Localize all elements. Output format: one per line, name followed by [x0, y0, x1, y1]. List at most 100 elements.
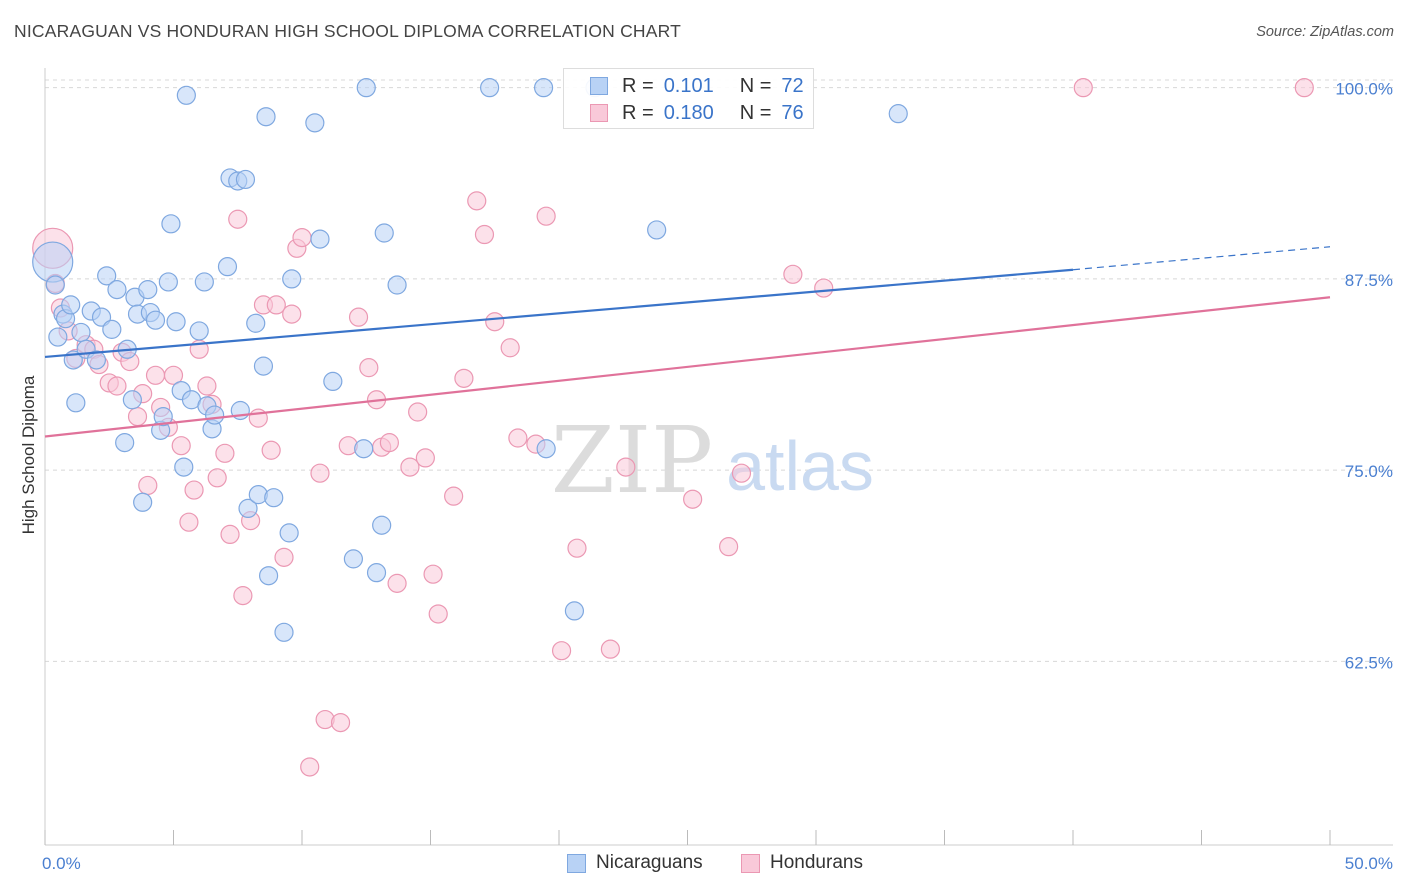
- honduran-point: [567, 538, 587, 558]
- honduran-point: [444, 486, 464, 506]
- honduran-point: [338, 436, 358, 456]
- nicaraguans-trend-line: [44, 268, 1074, 359]
- nicaraguan-point: [888, 104, 908, 124]
- nicaraguan-point: [48, 327, 68, 347]
- nicaraguan-point: [248, 485, 268, 505]
- n-label: N =: [739, 74, 772, 97]
- nicaraguan-point: [374, 223, 394, 243]
- nicaraguan-point: [282, 269, 302, 289]
- nicaraguan-point: [115, 433, 135, 453]
- honduran-point: [171, 436, 191, 456]
- nicaraguan-point: [153, 407, 173, 427]
- honduran-point: [600, 639, 621, 659]
- stats-legend: R = 0.101 N = 72 R = 0.180 N = 76: [563, 68, 814, 129]
- nicaraguans-points: [32, 78, 908, 642]
- honduran-point: [266, 295, 286, 315]
- honduran-point: [179, 512, 199, 532]
- chart-title: NICARAGUAN VS HONDURAN HIGH SCHOOL DIPLO…: [14, 21, 682, 41]
- nicaraguan-point: [256, 107, 276, 127]
- nicaraguan-point: [235, 169, 256, 190]
- honduran-point: [616, 457, 636, 477]
- nicaraguan-point: [189, 321, 209, 341]
- honduran-point: [359, 358, 379, 378]
- honduran-point: [300, 757, 320, 777]
- trend-lines: [44, 246, 1331, 438]
- nicaraguan-point: [323, 371, 343, 392]
- honduran-point: [1073, 78, 1093, 98]
- nicaraguan-point: [564, 601, 585, 621]
- n-label: N =: [739, 101, 772, 124]
- nicaraguans-r-value: 0.101: [663, 74, 714, 97]
- tick-labels: 62.5% 75.0% 87.5% 100.0% 0.0% 50.0%: [42, 80, 1393, 873]
- hondurans-trend-line: [44, 296, 1331, 438]
- honduran-point: [408, 402, 428, 422]
- nicaraguan-point: [238, 498, 258, 518]
- nicaraguan-point: [480, 78, 500, 98]
- honduran-point: [379, 433, 399, 453]
- legend-row-hondurans: R = 0.180 N = 76: [622, 101, 804, 125]
- honduran-point: [400, 457, 420, 477]
- honduran-point: [731, 463, 752, 483]
- nicaraguan-point: [45, 275, 65, 295]
- hondurans-swatch: [590, 104, 608, 122]
- nicaraguan-point: [366, 563, 387, 583]
- honduran-point: [215, 443, 235, 463]
- nicaraguans-n-value: 72: [781, 74, 804, 97]
- hondurans-legend-swatch: [741, 853, 760, 873]
- nicaraguan-point: [310, 229, 330, 249]
- honduran-point: [207, 468, 227, 488]
- honduran-point: [233, 586, 253, 606]
- nicaraguan-point: [133, 492, 153, 512]
- honduran-point: [467, 191, 487, 211]
- honduran-point: [282, 304, 302, 324]
- honduran-point: [330, 712, 351, 733]
- honduran-point: [315, 709, 335, 730]
- nicaraguan-point: [356, 78, 376, 98]
- nicaraguan-point: [158, 272, 178, 292]
- nicaraguan-point: [264, 488, 284, 508]
- nicaraguan-point: [102, 319, 122, 339]
- x-tick-label: 50.0%: [1345, 854, 1393, 873]
- honduran-point: [423, 564, 443, 584]
- nicaraguan-point: [246, 313, 266, 333]
- honduran-point: [508, 428, 528, 448]
- honduran-point: [719, 537, 739, 557]
- honduran-point: [428, 604, 448, 624]
- y-tick-label: 87.5%: [1345, 271, 1393, 290]
- y-axis-title: High School Diploma: [19, 375, 38, 534]
- y-tick-label: 62.5%: [1345, 653, 1393, 672]
- watermark-atlas: atlas: [726, 427, 874, 505]
- legend-item-nicaraguans[interactable]: Nicaraguans: [567, 852, 703, 874]
- nicaraguans-legend-label: Nicaraguans: [596, 852, 703, 873]
- nicaraguan-point: [258, 566, 279, 586]
- y-tick-label: 75.0%: [1345, 462, 1393, 481]
- nicaraguan-point: [107, 280, 127, 300]
- nicaraguan-point: [274, 622, 294, 642]
- nicaraguan-point: [97, 266, 117, 286]
- nicaraguan-point: [122, 390, 142, 410]
- nicaraguan-point: [647, 220, 667, 240]
- axes: [44, 68, 1393, 846]
- r-label: R =: [622, 101, 654, 124]
- hondurans-legend-label: Hondurans: [770, 852, 863, 873]
- nicaraguan-point: [217, 257, 238, 277]
- honduran-point: [292, 227, 312, 248]
- legend-item-hondurans[interactable]: Hondurans: [741, 852, 863, 874]
- nicaraguan-point: [253, 356, 274, 376]
- honduran-point: [783, 264, 803, 284]
- legend-row-nicaraguans: R = 0.101 N = 72: [622, 74, 804, 98]
- hondurans-r-value: 0.180: [663, 101, 714, 124]
- nicaraguan-point: [279, 523, 299, 543]
- nicaraguan-point: [533, 78, 554, 98]
- honduran-point: [814, 278, 834, 298]
- watermark: ZIP atlas: [551, 407, 874, 514]
- nicaraguan-point: [194, 272, 214, 292]
- honduran-point: [184, 480, 204, 500]
- nicaraguan-point: [205, 405, 225, 425]
- honduran-point: [474, 224, 495, 245]
- nicaraguan-point: [66, 393, 86, 413]
- honduran-point: [551, 641, 572, 661]
- honduran-point: [454, 368, 474, 388]
- nicaraguan-point: [387, 275, 407, 295]
